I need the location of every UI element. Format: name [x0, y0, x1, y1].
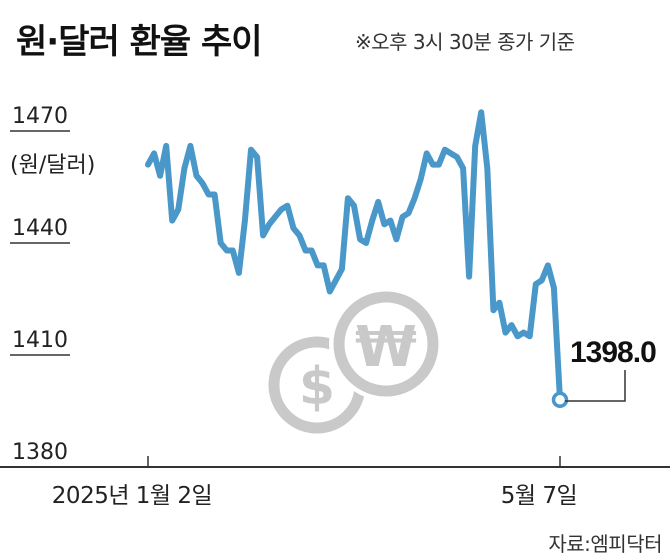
won-sign-icon: ₩: [355, 315, 417, 380]
dollar-sign-icon: $: [299, 357, 335, 417]
y-axis-label: (원/달러): [10, 153, 95, 178]
y-tick-label: 1410: [12, 328, 68, 353]
series-group: [145, 109, 569, 409]
end-value-annotation: 1398.0: [565, 336, 657, 402]
exchange-rate-line: [145, 109, 563, 403]
y-axis: (원/달러) 1470 1440 1410 1380: [10, 104, 95, 468]
x-tick-label: 5월 7일: [501, 483, 577, 509]
x-tick-label: 2025년 1월 2일: [52, 483, 212, 509]
won-coin-icon: [333, 291, 439, 397]
y-tick-label: 1440: [12, 216, 68, 241]
y-tick-label: 1470: [12, 104, 68, 129]
chart-subtitle: ※오후 3시 30분 종가 기준: [355, 30, 575, 54]
end-value-label: 1398.0: [570, 336, 656, 369]
x-axis: 2025년 1월 2일 5월 7일: [0, 456, 670, 509]
end-value-leader-line: [565, 370, 626, 402]
currency-coins-icon: $ ₩: [268, 287, 443, 434]
chart-title: 원·달러 환율 추이: [16, 22, 263, 62]
source-note: 자료:엠피닥터: [548, 532, 662, 556]
end-point-marker: [551, 391, 569, 409]
y-tick-label: 1380: [12, 440, 68, 465]
